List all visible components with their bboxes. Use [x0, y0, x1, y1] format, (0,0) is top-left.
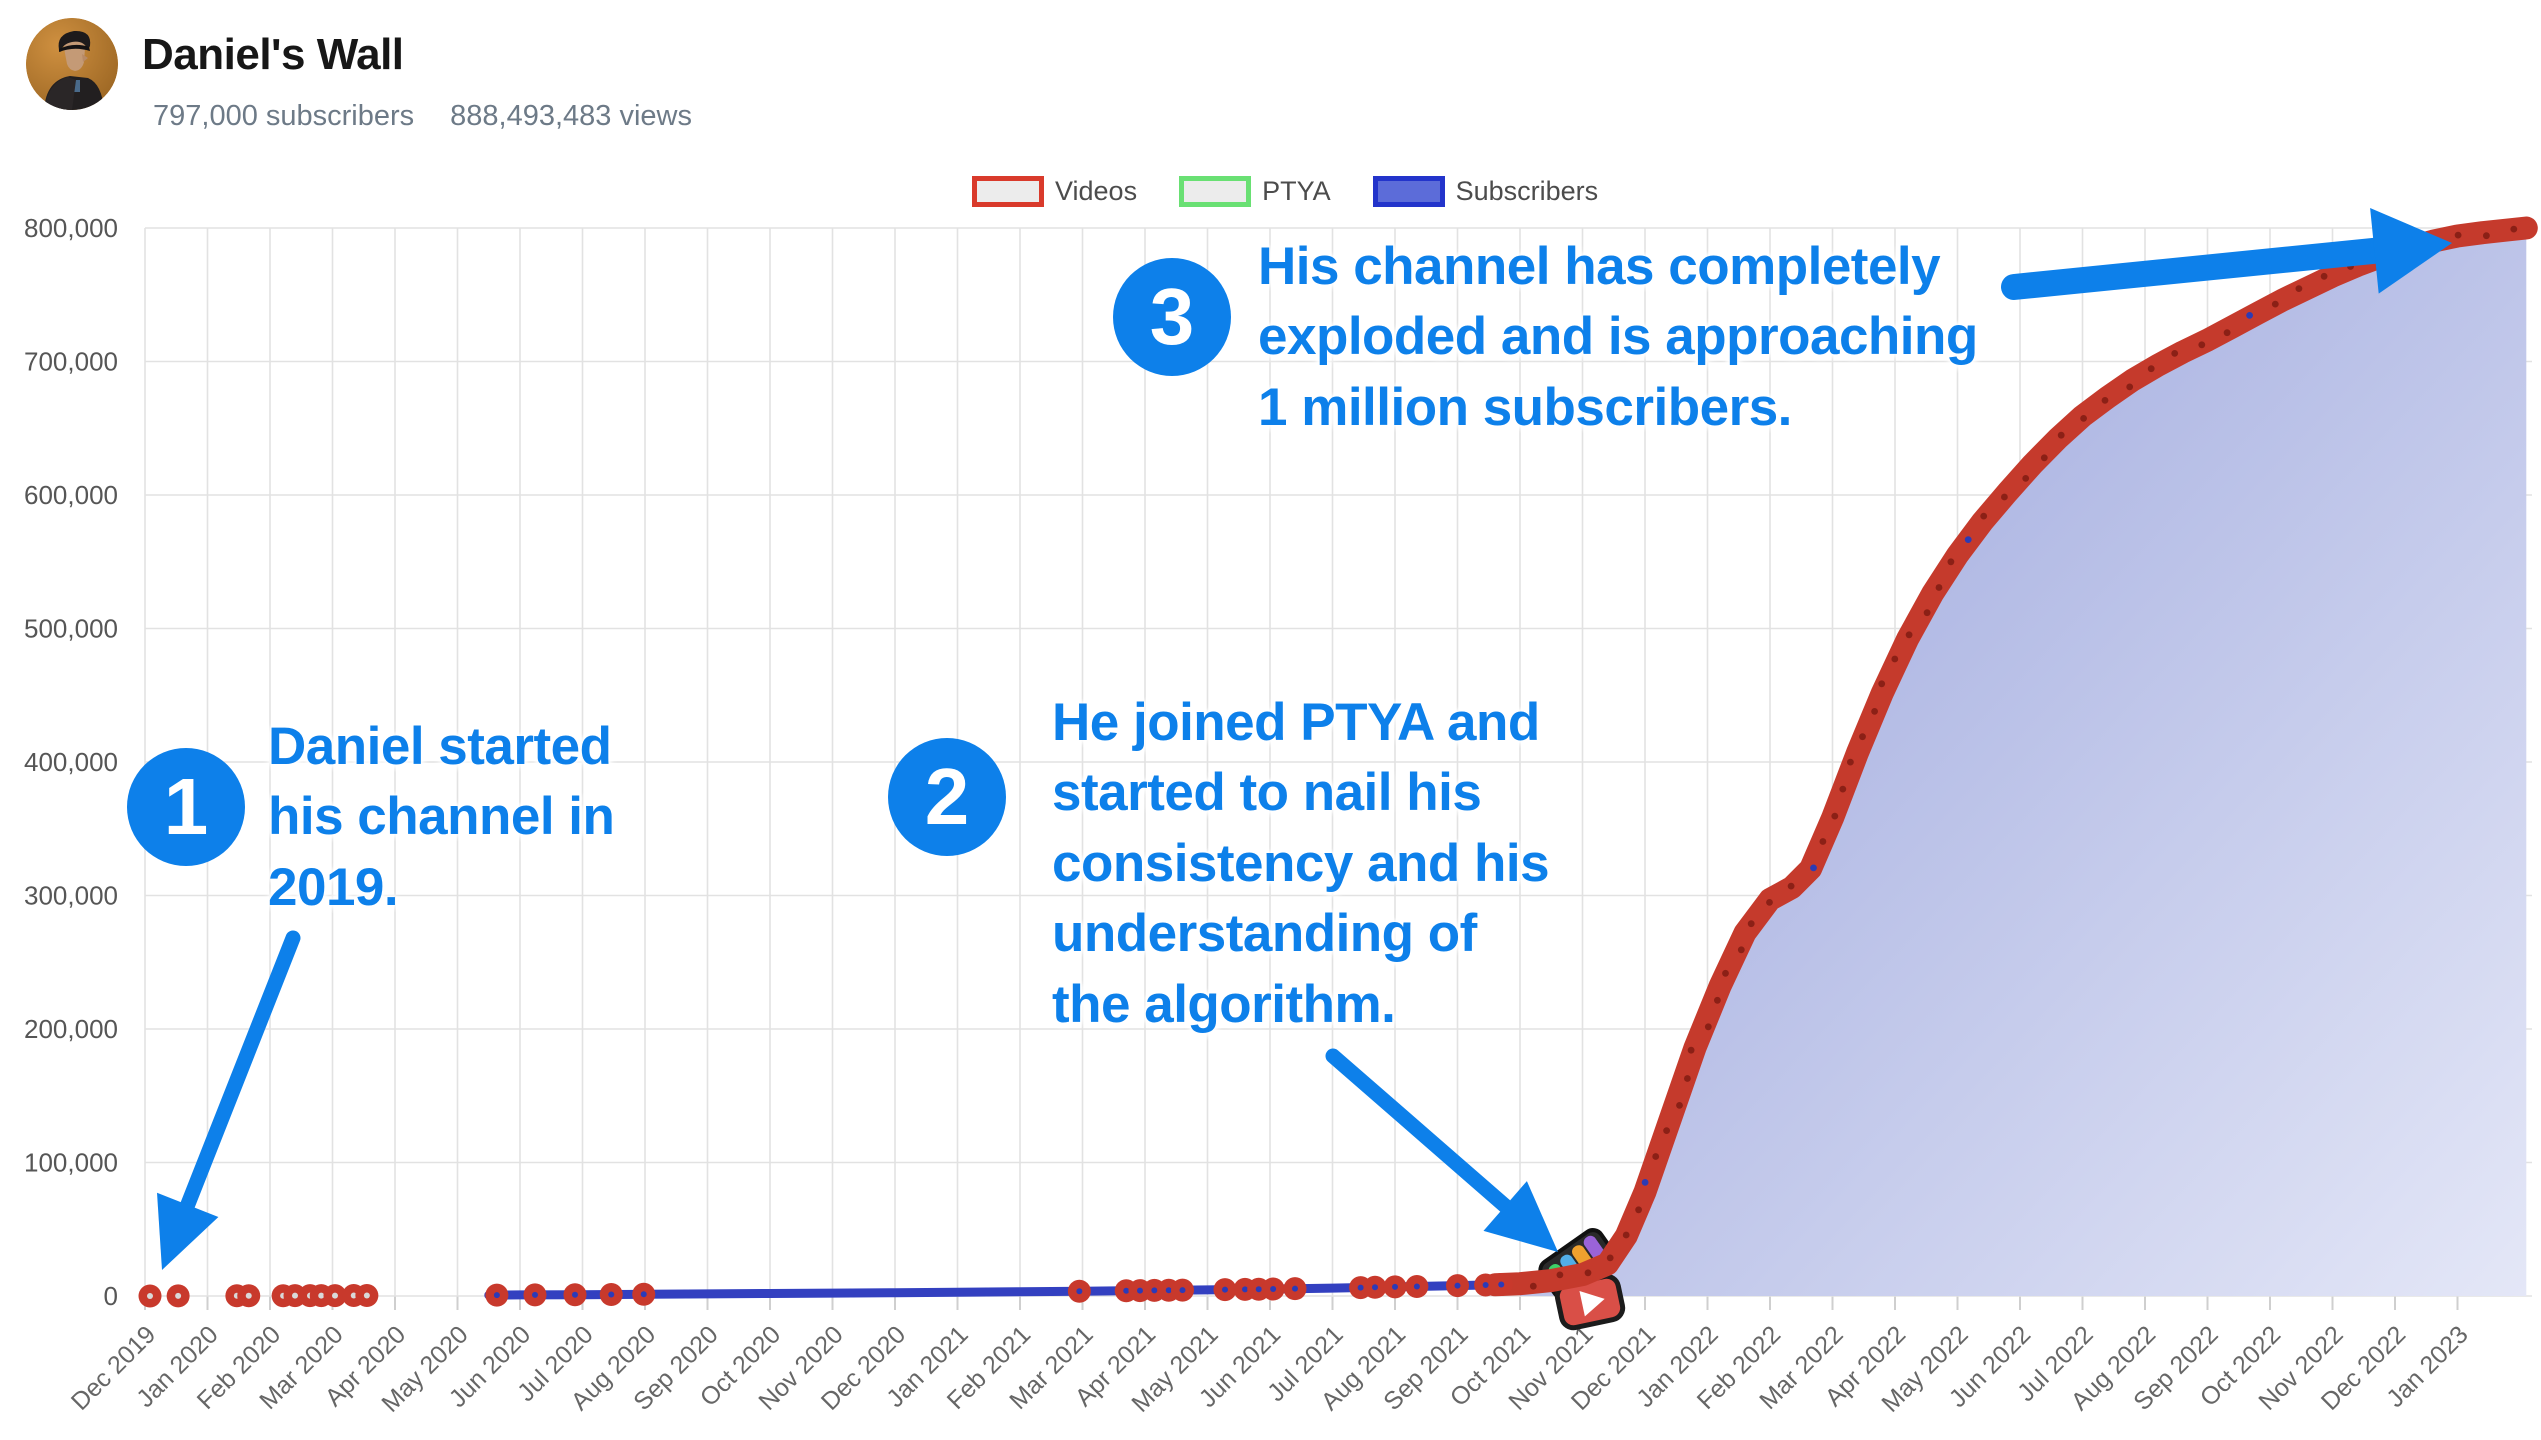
chart-legend: Videos PTYA Subscribers	[972, 176, 1598, 207]
avatar-image	[26, 18, 118, 110]
svg-text:300,000: 300,000	[24, 881, 118, 911]
video-dots	[138, 225, 2518, 1308]
channel-avatar	[26, 18, 118, 110]
videos-swatch	[972, 176, 1044, 207]
view-count: 888,493,483 views	[450, 100, 692, 132]
svg-text:800,000: 800,000	[24, 213, 118, 243]
annotation-2-badge: 2	[888, 738, 1006, 856]
annotation-1-text: Daniel started his channel in 2019.	[268, 717, 615, 917]
annotation-3-text: His channel has completely exploded and …	[1258, 237, 1978, 437]
legend-label: Videos	[1055, 176, 1138, 206]
legend-label: Subscribers	[1455, 176, 1599, 206]
legend-item-videos[interactable]: Videos	[972, 176, 1137, 207]
legend-item-subscribers[interactable]: Subscribers	[1372, 176, 1599, 207]
svg-text:700,000: 700,000	[24, 347, 118, 377]
svg-text:400,000: 400,000	[24, 747, 118, 777]
svg-text:500,000: 500,000	[24, 614, 118, 644]
annotation-arrows	[157, 208, 2452, 1270]
annotation-number: 1	[163, 762, 209, 851]
channel-stats: 797,000 subscribers 888,493,483 views	[153, 100, 692, 133]
page-title: Daniel's Wall	[142, 30, 404, 79]
annotation-3-badge: 3	[1113, 258, 1231, 376]
subscriber-count: 797,000 subscribers	[153, 100, 415, 132]
annotation-number: 3	[1149, 272, 1195, 361]
svg-text:600,000: 600,000	[24, 480, 118, 510]
svg-text:100,000: 100,000	[24, 1148, 118, 1178]
legend-label: PTYA	[1262, 176, 1331, 206]
annotation-number: 2	[924, 752, 970, 841]
annotation-2-text: He joined PTYA and started to nail his c…	[1052, 693, 1550, 1034]
annotation-1-badge: 1	[127, 748, 245, 866]
legend-item-ptya[interactable]: PTYA	[1179, 176, 1331, 207]
subscribers-swatch	[1372, 176, 1445, 207]
svg-text:0: 0	[104, 1281, 118, 1311]
ptya-swatch	[1179, 176, 1252, 207]
subscriber-area-fill	[1520, 228, 2527, 1296]
svg-text:200,000: 200,000	[24, 1014, 118, 1044]
